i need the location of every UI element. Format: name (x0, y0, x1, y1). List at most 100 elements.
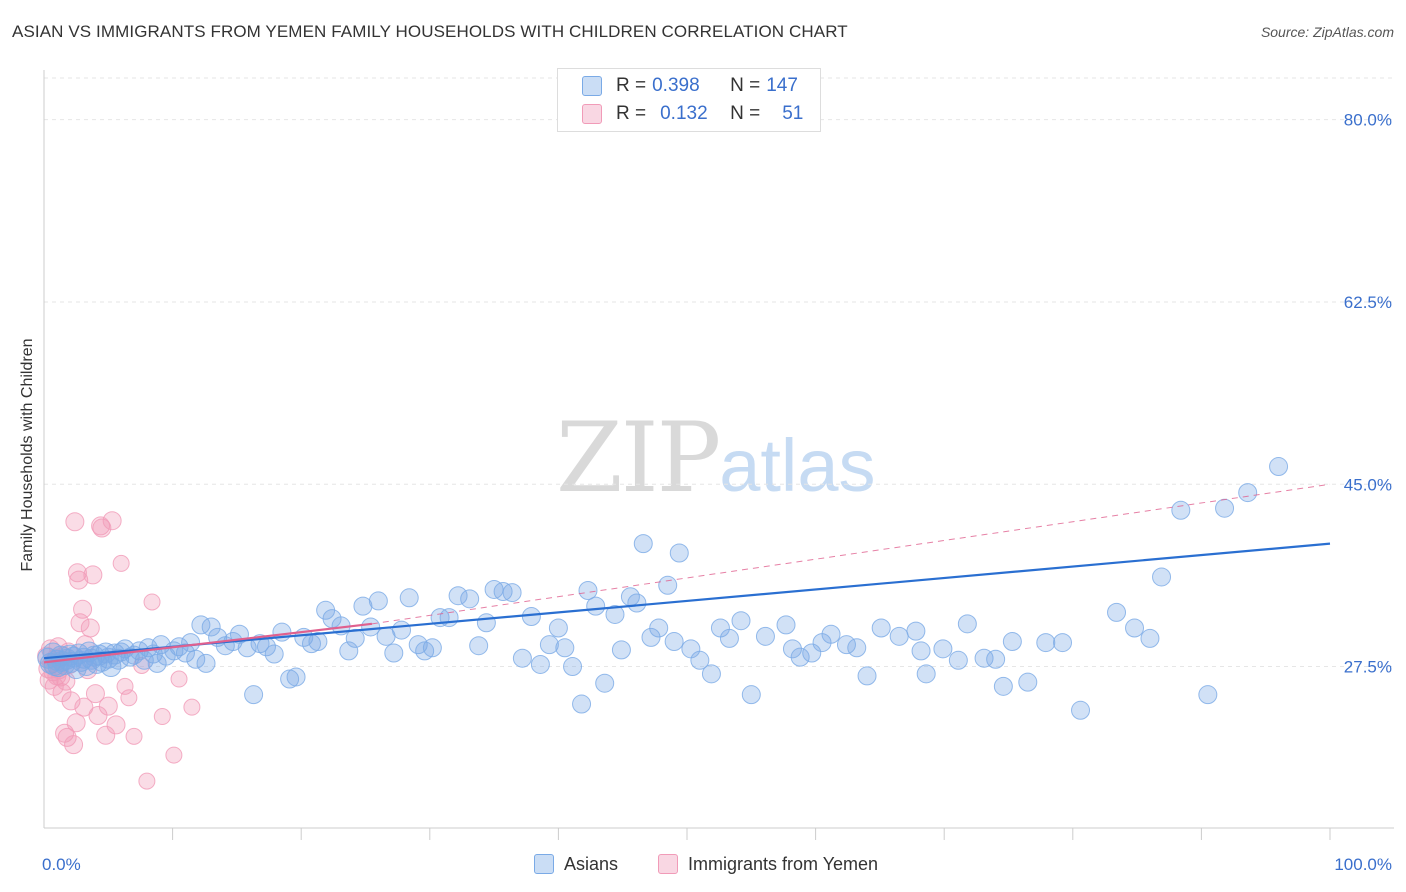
yemen-point (102, 511, 122, 531)
bottom-legend-asians: Asians (534, 852, 618, 876)
asian-point (755, 626, 775, 646)
yemen-trend-extension (371, 483, 1331, 625)
asian-point (802, 643, 822, 663)
trend-lines (43, 483, 1331, 664)
yemen-point (64, 735, 84, 755)
legend-n-value: 147 (766, 75, 798, 96)
yemen-point (165, 746, 183, 764)
yemen-point (125, 727, 143, 745)
grid (44, 77, 1394, 668)
legend-row-yemen: R = 0.132 N = 51 (582, 103, 803, 125)
asian-point (669, 543, 689, 563)
asian-point (889, 626, 909, 646)
asian-point (847, 638, 867, 658)
asian-point (181, 633, 201, 653)
yemen-point (57, 727, 77, 747)
legend-swatch-asians (534, 854, 554, 874)
y-tick-label: 45.0% (1344, 475, 1392, 494)
y-tick-label: 80.0% (1344, 111, 1392, 130)
asian-point (415, 641, 435, 661)
asian-point (690, 650, 710, 670)
asian-point (586, 596, 606, 616)
asian-point (548, 618, 568, 638)
legend-n-label: N = (730, 75, 761, 96)
asian-point (776, 615, 796, 635)
asians-points (37, 457, 1289, 720)
asian-point (578, 581, 598, 600)
yemen-point (183, 698, 201, 716)
asian-point (244, 685, 264, 705)
legend-r-label: R = (616, 75, 647, 96)
watermark: ZIPatlas (556, 402, 876, 514)
asian-point (986, 649, 1006, 669)
asian-point (595, 673, 615, 693)
asian-point (782, 639, 802, 659)
yemen-point (67, 563, 87, 583)
asian-point (460, 589, 480, 609)
yemen-point (65, 512, 85, 532)
legend-n-value: 51 (782, 103, 804, 124)
legend-n-label: N = (730, 103, 761, 124)
legend-r-value: 0.132 (660, 103, 708, 124)
asian-point (353, 596, 373, 616)
asian-point (664, 632, 684, 652)
chart-title: ASIAN VS IMMIGRANTS FROM YEMEN FAMILY HO… (12, 22, 848, 41)
yemen-point (85, 684, 105, 704)
asian-point (933, 639, 953, 659)
yemen-point (138, 772, 156, 790)
asian-point (1238, 483, 1258, 503)
asian-point (821, 624, 841, 644)
yemen-point (112, 554, 130, 572)
asian-point (422, 638, 442, 658)
asian-point (1018, 672, 1038, 692)
asian-point (175, 643, 195, 663)
legend-swatch-yemen (658, 854, 678, 874)
asian-point (476, 613, 496, 633)
asian-point (649, 618, 669, 638)
asian-point (1036, 633, 1056, 653)
asian-point (1140, 628, 1160, 648)
yemen-point (66, 713, 86, 733)
legend-label-asians: Asians (564, 853, 619, 874)
asian-point (741, 685, 761, 705)
asian-point (731, 611, 751, 631)
yemen-point (92, 518, 112, 538)
asian-point (502, 583, 522, 603)
asian-point (906, 621, 926, 641)
asian-point (521, 607, 541, 627)
legend-swatch-asians (582, 76, 602, 96)
asian-point (308, 632, 328, 652)
yemen-point (170, 670, 188, 688)
asian-point (1071, 700, 1091, 720)
tick-labels: 27.5% 45.0% 62.5% 80.0% 0.0% 100.0% (42, 111, 1392, 874)
asian-point (1107, 602, 1127, 622)
source-label: Source: ZipAtlas.com (1260, 24, 1394, 40)
asian-point (286, 667, 306, 687)
asian-point (392, 620, 412, 640)
legend-label-yemen: Immigrants from Yemen (688, 853, 879, 874)
asian-point (611, 640, 631, 660)
axes (43, 70, 1394, 840)
yemen-point (106, 715, 126, 735)
asian-point (790, 647, 810, 667)
yemen-point (116, 677, 134, 695)
yemen-point (98, 696, 118, 716)
asian-point (633, 534, 653, 554)
yemen-point (96, 725, 116, 745)
asian-point (1269, 457, 1289, 477)
correlation-legend: R = 0.398 N = 147 R = 0.132 N = 51 (557, 68, 821, 132)
asian-point (993, 676, 1013, 696)
asian-point (399, 588, 419, 608)
asian-point (627, 593, 647, 613)
asian-point (539, 635, 559, 655)
asian-point (857, 666, 877, 686)
asian-point (361, 617, 381, 637)
yemen-trend-line (43, 622, 373, 664)
watermark-atlas: atlas (719, 424, 876, 507)
asian-point (555, 638, 575, 658)
yemen-point (143, 593, 161, 611)
yemen-point (69, 570, 89, 590)
legend-swatch-yemen (582, 104, 602, 124)
asian-point (339, 641, 359, 661)
